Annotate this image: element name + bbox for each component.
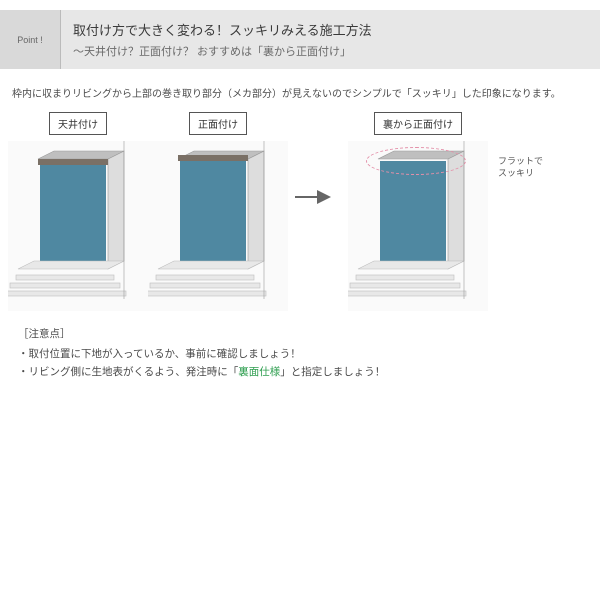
notes-line-2a: ・リビング側に生地表がくるよう、発注時に「 bbox=[18, 366, 238, 378]
col-arrow bbox=[288, 112, 338, 282]
arrow-icon bbox=[293, 182, 333, 212]
notes-line-1: ・取付位置に下地が入っているか、事前に確認しましょう！ bbox=[18, 346, 582, 364]
label-backfront: 裏から正面付け bbox=[374, 112, 462, 135]
label-front: 正面付け bbox=[189, 112, 247, 135]
banner-kicker: Point ! bbox=[0, 10, 60, 69]
svg-backfront bbox=[348, 141, 488, 316]
notes: ［注意点］ ・取付位置に下地が入っているか、事前に確認しましょう！ ・リビング側… bbox=[0, 316, 600, 402]
diagram-row: 天井付け 正面付け 裏から正面付け フラットで スッキリ bbox=[0, 112, 600, 316]
banner-body: 取付け方で大きく変わる！スッキリみえる施工方法 ～天井付け？正面付け？ おすすめ… bbox=[60, 10, 600, 69]
col-ceiling: 天井付け bbox=[8, 112, 148, 316]
col-backfront: 裏から正面付け bbox=[338, 112, 498, 316]
svg-front bbox=[148, 141, 288, 316]
col-front: 正面付け bbox=[148, 112, 288, 316]
intro-text: 枠内に収まりリビングから上部の巻き取り部分（メカ部分）が見えないのでシンプルで「… bbox=[0, 87, 600, 112]
notes-green: 裏面仕様 bbox=[238, 366, 280, 378]
banner-subtitle: ～天井付け？正面付け？ おすすめは「裏から正面付け」 bbox=[73, 43, 588, 59]
notes-heading: ［注意点］ bbox=[18, 326, 582, 344]
col-sidenote: フラットで スッキリ bbox=[498, 112, 578, 179]
side-note-1: フラットで bbox=[498, 156, 543, 168]
svg-ceiling bbox=[8, 141, 148, 316]
side-note-2: スッキリ bbox=[498, 168, 534, 180]
point-banner: Point ! 取付け方で大きく変わる！スッキリみえる施工方法 ～天井付け？正面… bbox=[0, 10, 600, 69]
label-ceiling: 天井付け bbox=[49, 112, 107, 135]
notes-line-2b: 」と指定しましょう！ bbox=[280, 366, 385, 378]
notes-line-2: ・リビング側に生地表がくるよう、発注時に「裏面仕様」と指定しましょう！ bbox=[18, 364, 582, 382]
banner-title: 取付け方で大きく変わる！スッキリみえる施工方法 bbox=[73, 20, 588, 39]
